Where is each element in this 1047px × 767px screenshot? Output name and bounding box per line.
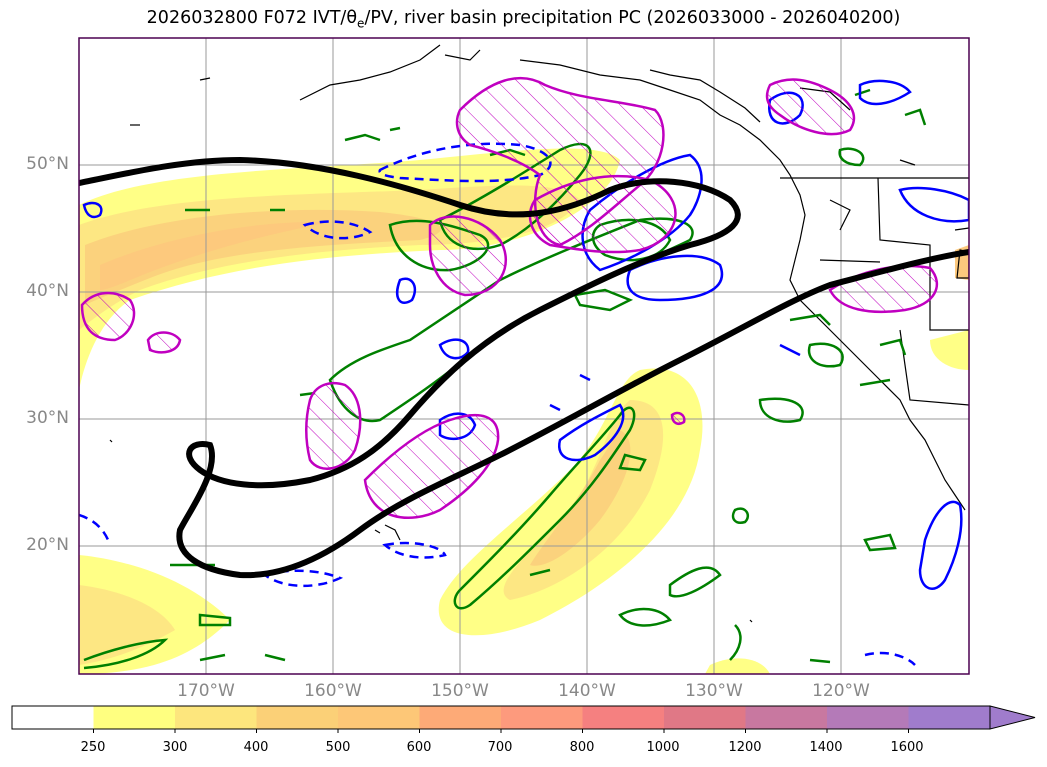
colorbar-tick-label: 500 [325,740,351,755]
colorbar-tick-label: 600 [406,740,432,755]
map-plot-area [79,38,969,674]
colorbar [11,705,1036,733]
lon-label-170w: 170°W [177,681,235,701]
colorbar-tick-label: 1400 [809,740,843,755]
colorbar-extend-arrow [989,705,1036,730]
precip-magenta-regions [80,76,939,519]
colorbar-tick-label: 1600 [890,740,924,755]
lat-label-20: 20°N [26,535,69,555]
map-frame [78,37,970,675]
island-marks [109,77,753,623]
colorbar-segment [582,706,665,729]
lon-label-140w: 140°W [558,681,616,701]
colorbar-tick-label: 400 [243,740,269,755]
title-suffix: /PV, river basin precipitation PC (20260… [364,8,901,28]
lat-label-50: 50°N [26,154,69,174]
title-prefix: 2026032800 F072 IVT/ [146,8,347,28]
colorbar-tick-label: 250 [80,740,106,755]
colorbar-segment [175,706,257,729]
pv-thick-contour [79,156,969,579]
title-theta: θ [346,8,358,28]
coastlines [299,44,969,541]
colorbar-tick-label: 300 [162,740,188,755]
lat-label-30: 30°N [26,408,69,428]
colorbar-segment [908,706,991,729]
lon-label-150w: 150°W [431,681,489,701]
colorbar-tick-label: 700 [487,740,513,755]
lat-label-40: 40°N [26,281,69,301]
lon-label-120w: 120°W [812,681,870,701]
title-theta-subscript: e [357,16,365,31]
ivt-shading [79,148,969,674]
colorbar-tick-label: 800 [569,740,595,755]
colorbar-segment [664,706,746,729]
colorbar-segment [827,706,909,729]
colorbar-segment [745,706,828,729]
lon-label-130w: 130°W [685,681,743,701]
colorbar-tick-label: 1000 [646,740,680,755]
colorbar-segment [256,706,339,729]
colorbar-segment [501,706,583,729]
colorbar-tick-label: 1200 [728,740,762,755]
lon-label-160w: 160°W [304,681,362,701]
colorbar-segment [419,706,502,729]
colorbar-segment [93,706,176,729]
map-title: 2026032800 F072 IVT/θe/PV, river basin p… [0,8,1047,31]
colorbar-segment [12,706,94,729]
colorbar-segment [338,706,420,729]
